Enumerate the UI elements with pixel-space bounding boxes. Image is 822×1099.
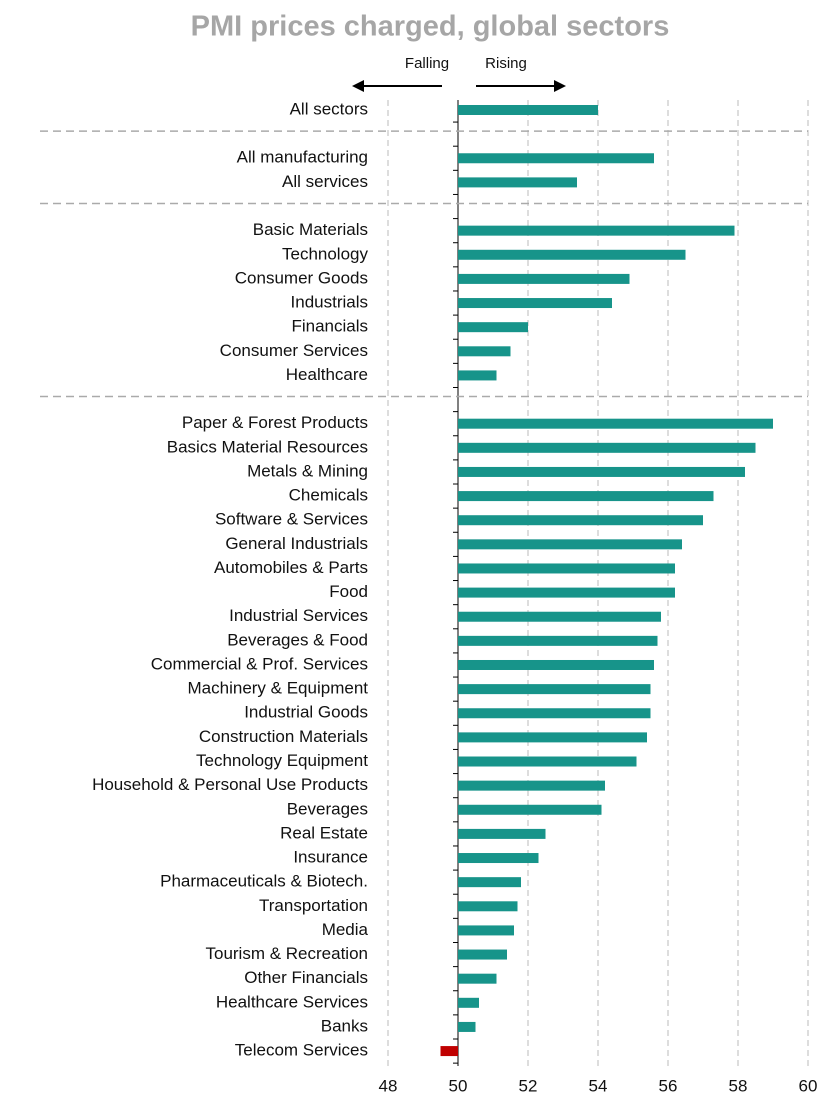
y-tick-label: All manufacturing	[237, 148, 368, 167]
x-tick-label: 52	[519, 1076, 538, 1095]
y-tick-label: Consumer Services	[220, 341, 368, 360]
bar	[458, 273, 630, 284]
bar	[458, 491, 714, 502]
bar	[458, 298, 612, 309]
bar	[458, 418, 773, 429]
y-tick-label: Software & Services	[215, 510, 368, 529]
y-tick-label: Commercial & Prof. Services	[151, 654, 368, 673]
y-tick-label: Machinery & Equipment	[188, 679, 369, 698]
x-tick-label: 60	[799, 1076, 818, 1095]
y-tick-label: Insurance	[293, 848, 368, 867]
y-tick-label: Chemicals	[289, 486, 368, 505]
y-tick-label: Industrial Goods	[244, 703, 368, 722]
y-tick-label: Beverages	[287, 799, 368, 818]
y-tick-label: Household & Personal Use Products	[92, 775, 368, 794]
bar	[458, 515, 703, 526]
bar	[458, 370, 497, 381]
y-tick-label: Industrial Services	[229, 606, 368, 625]
bar	[458, 756, 637, 767]
y-tick-label: Real Estate	[280, 823, 368, 842]
y-tick-label: Food	[329, 582, 368, 601]
bar	[458, 466, 745, 477]
y-tick-label: All sectors	[290, 99, 368, 118]
annotation: Rising	[485, 55, 527, 72]
bar	[458, 635, 658, 646]
bar	[458, 105, 598, 115]
y-tick-label: Transportation	[259, 896, 368, 915]
y-tick-label: Basic Materials	[253, 220, 368, 239]
bar	[458, 659, 654, 670]
x-tick-label: 54	[589, 1076, 608, 1095]
y-tick-label: General Industrials	[225, 534, 368, 553]
bar	[458, 346, 511, 357]
y-tick-label: Financials	[291, 317, 368, 336]
y-tick-label: Healthcare	[286, 365, 368, 384]
y-tick-label: Automobiles & Parts	[214, 558, 368, 577]
y-tick-label: Technology Equipment	[196, 751, 368, 770]
chart-title: PMI prices charged, global sectors	[191, 11, 670, 43]
bar	[458, 442, 756, 453]
bar	[458, 1021, 476, 1032]
bar	[458, 563, 675, 574]
y-tick-label: Pharmaceuticals & Biotech.	[160, 872, 368, 891]
bar	[458, 828, 546, 839]
bar	[458, 177, 577, 188]
annotation: Falling	[405, 55, 449, 72]
bar	[458, 997, 479, 1008]
bar	[458, 684, 651, 695]
bar	[458, 587, 675, 598]
y-tick-label: Technology	[282, 244, 369, 263]
bar	[458, 901, 518, 912]
y-tick-label: All services	[282, 172, 368, 191]
bar	[458, 225, 735, 236]
x-tick-label: 56	[659, 1076, 678, 1095]
y-tick-label: Healthcare Services	[216, 992, 368, 1011]
bar	[458, 249, 686, 260]
bar	[458, 322, 528, 333]
y-tick-label: Other Financials	[244, 968, 368, 987]
y-tick-label: Tourism & Recreation	[205, 944, 368, 963]
y-tick-label: Paper & Forest Products	[182, 413, 368, 432]
bar	[458, 973, 497, 984]
x-tick-label: 58	[729, 1076, 748, 1095]
y-tick-label: Consumer Goods	[235, 268, 368, 287]
x-tick-label: 48	[379, 1076, 398, 1095]
bar	[440, 1046, 458, 1057]
bar	[458, 153, 654, 164]
arrows	[352, 80, 566, 92]
y-tick-label: Beverages & Food	[227, 630, 368, 649]
bar	[458, 780, 605, 791]
bar	[458, 925, 514, 936]
bar	[458, 853, 539, 864]
y-tick-label: Telecom Services	[235, 1041, 368, 1060]
bar	[458, 877, 521, 888]
y-tick-label: Construction Materials	[199, 727, 368, 746]
bar	[458, 708, 651, 719]
bar	[458, 611, 661, 622]
x-tick-label: 50	[449, 1076, 468, 1095]
bar	[458, 804, 602, 815]
bar	[458, 949, 507, 960]
bar	[458, 539, 682, 550]
bar	[458, 732, 647, 743]
y-tick-label: Metals & Mining	[247, 461, 368, 480]
y-tick-label: Banks	[321, 1016, 368, 1035]
y-tick-label: Media	[322, 920, 369, 939]
y-tick-label: Industrials	[291, 293, 368, 312]
y-tick-label: Basics Material Resources	[167, 437, 368, 456]
